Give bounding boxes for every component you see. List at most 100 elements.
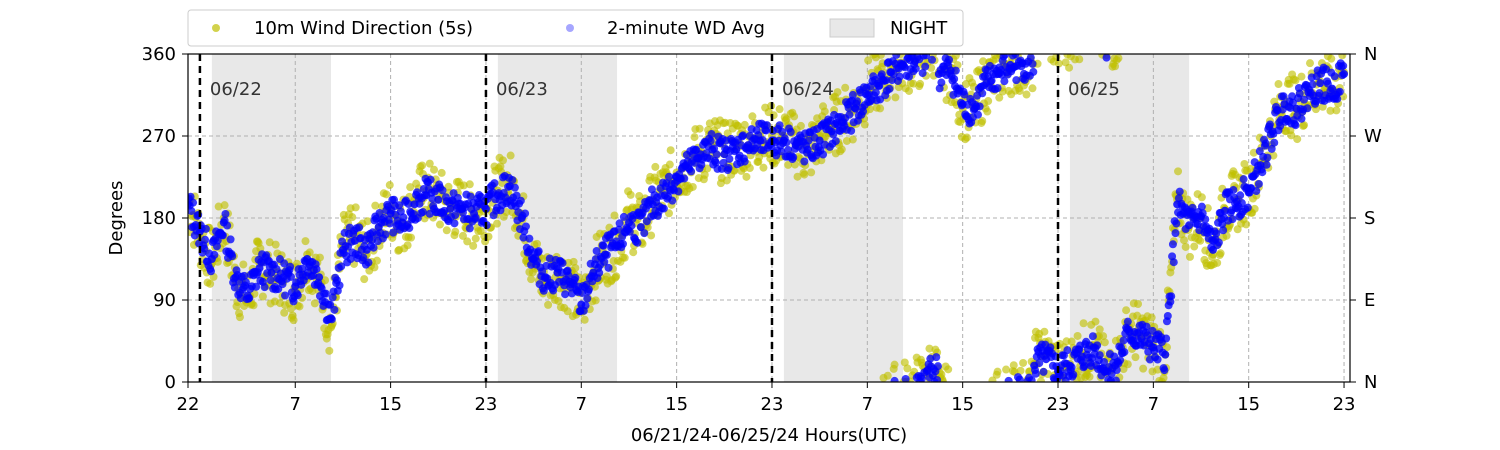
wd-avg-point-56-2 bbox=[853, 97, 862, 106]
wd-avg-point-9-3 bbox=[293, 291, 302, 300]
wind-5s-point-54-7 bbox=[833, 88, 842, 97]
wind-5s-point-15-10 bbox=[371, 201, 380, 210]
x-tick-label-0: 22 bbox=[177, 394, 200, 415]
wind-5s-point-71-8 bbox=[1036, 377, 1045, 382]
wd-avg-point-62-13 bbox=[933, 362, 942, 371]
wd-avg-point-78-8 bbox=[1120, 348, 1129, 357]
wd-avg-point-57-10 bbox=[871, 88, 880, 97]
wind-5s-point-51-6 bbox=[796, 121, 805, 130]
y-tick-label-0: 0 bbox=[165, 372, 176, 393]
wind-5s-point-46-12 bbox=[742, 172, 751, 181]
wd-avg-point-91-13 bbox=[1279, 92, 1288, 101]
wind-5s-point-7-5 bbox=[271, 240, 280, 249]
wind-5s-point-2-7 bbox=[213, 257, 222, 266]
wind-5s-point-1-12 bbox=[206, 279, 215, 288]
wd-avg-point-20-7 bbox=[428, 194, 437, 203]
wd-avg-point-44-13 bbox=[719, 158, 728, 167]
wind-5s-point-76-13 bbox=[1100, 338, 1109, 347]
wind-5s-point-74-11 bbox=[1075, 55, 1084, 64]
wd-avg-point-12-2 bbox=[328, 293, 337, 302]
wind-5s-point-50-3 bbox=[782, 115, 791, 124]
wind-5s-point-24-2 bbox=[471, 234, 480, 243]
wd-avg-point-18-1 bbox=[399, 213, 408, 222]
wind-5s-point-18-10 bbox=[407, 233, 416, 242]
x-tick-label-1: 7 bbox=[290, 394, 301, 415]
wd-avg-point-12-4 bbox=[330, 305, 339, 314]
wd-avg-point-41-2 bbox=[674, 187, 683, 196]
wd-avg-point-85-1 bbox=[1197, 202, 1206, 211]
wd-avg-point-28-2 bbox=[519, 233, 528, 242]
wind-5s-point-50-5 bbox=[784, 160, 793, 169]
wd-avg-point-50-11 bbox=[789, 153, 798, 162]
wd-avg-point-59-6 bbox=[892, 54, 901, 59]
wd-avg-point-76-4 bbox=[1093, 341, 1102, 350]
wd-avg-point-3-8 bbox=[226, 235, 235, 244]
wind-5s-point-21-2 bbox=[435, 220, 444, 229]
wd-avg-point-82-3 bbox=[1163, 311, 1172, 320]
wd-avg-point-75-13 bbox=[1088, 332, 1097, 341]
y-axis-label: Degrees bbox=[106, 181, 127, 256]
wind-5s-point-39-3 bbox=[651, 162, 660, 171]
wd-avg-point-27-3 bbox=[508, 175, 517, 184]
wd-avg-point-3-13 bbox=[230, 283, 239, 292]
wd-avg-point-1-6 bbox=[201, 235, 210, 244]
wind-5s-point-67-2 bbox=[984, 97, 993, 106]
wd-avg-point-94-5 bbox=[1308, 80, 1317, 89]
wd-avg-point-61-12 bbox=[921, 62, 930, 71]
wd-avg-point-13-9 bbox=[346, 255, 355, 264]
wd-avg-point-30-5 bbox=[545, 254, 554, 263]
wind-5s-point-84-13 bbox=[1196, 236, 1205, 245]
wind-5s-point-10-3 bbox=[305, 248, 314, 257]
wd-avg-point-18-8 bbox=[405, 224, 414, 233]
wd-avg-point-89-9 bbox=[1252, 187, 1261, 196]
wd-avg-point-45-6 bbox=[725, 154, 734, 163]
wd-avg-point-12-12 bbox=[337, 262, 346, 271]
wd-avg-point-50-5 bbox=[784, 146, 793, 155]
wd-avg-point-46-8 bbox=[739, 131, 748, 140]
wd-avg-point-58-8 bbox=[882, 76, 891, 85]
wd-avg-point-1-13 bbox=[206, 267, 215, 276]
wind-5s-point-30-3 bbox=[544, 300, 553, 309]
wd-avg-point-67-6 bbox=[987, 76, 996, 85]
wd-avg-point-37-10 bbox=[633, 238, 642, 247]
wd-avg-point-46-10 bbox=[740, 157, 749, 166]
wd-avg-point-59-1 bbox=[888, 76, 897, 85]
wd-avg-point-77-13 bbox=[1112, 365, 1121, 374]
wind-5s-point-63-5 bbox=[939, 377, 948, 382]
wd-avg-point-37-1 bbox=[625, 227, 634, 236]
wd-avg-point-76-7 bbox=[1095, 351, 1104, 360]
wind-5s-point-63-11 bbox=[944, 365, 953, 374]
wd-avg-point-12-10 bbox=[335, 281, 344, 290]
wd-avg-point-87-9 bbox=[1228, 215, 1237, 224]
wd-avg-point-2-13 bbox=[218, 231, 227, 240]
wd-avg-point-34-4 bbox=[592, 247, 601, 256]
wd-avg-point-44-4 bbox=[711, 158, 720, 167]
wind-5s-point-46-10 bbox=[740, 120, 749, 129]
wd-avg-point-61-13 bbox=[922, 54, 931, 60]
wd-avg-point-70-10 bbox=[1026, 54, 1035, 62]
x-axis-label: 06/21/24-06/25/24 Hours(UTC) bbox=[631, 425, 907, 446]
wd-avg-point-80-6 bbox=[1142, 322, 1151, 331]
wind-5s-point-40-5 bbox=[664, 209, 673, 218]
wd-avg-point-82 bbox=[1161, 350, 1170, 359]
wind-5s-point-73-13 bbox=[1065, 63, 1074, 72]
wind-5s-point-11-1 bbox=[315, 253, 324, 262]
day-marker-layer: 06/22 06/23 06/24 06/25 bbox=[198, 54, 1120, 382]
wd-avg-point-6 bbox=[255, 264, 264, 273]
wd-avg-point-77-12 bbox=[1111, 376, 1120, 382]
wind-5s-point-57-1 bbox=[864, 56, 873, 65]
wd-avg-point-66-4 bbox=[973, 110, 982, 119]
wind-5s-point-26-6 bbox=[498, 156, 507, 165]
wd-avg-point-62-11 bbox=[932, 353, 941, 362]
wd-avg-point-68-12 bbox=[1004, 376, 1013, 382]
wd-avg-point-63-12 bbox=[945, 55, 954, 64]
wind-5s-point-78-1 bbox=[1114, 54, 1123, 63]
wd-avg-point-51-10 bbox=[800, 157, 809, 166]
legend-patch-night bbox=[829, 18, 875, 38]
wd-avg-point-36-7 bbox=[619, 239, 628, 248]
wd-avg-point-22 bbox=[446, 204, 455, 213]
wd-avg-point-64-4 bbox=[950, 74, 959, 83]
wind-5s-point-70-1 bbox=[1019, 358, 1028, 367]
wind-5s-point-21-12 bbox=[444, 182, 453, 191]
